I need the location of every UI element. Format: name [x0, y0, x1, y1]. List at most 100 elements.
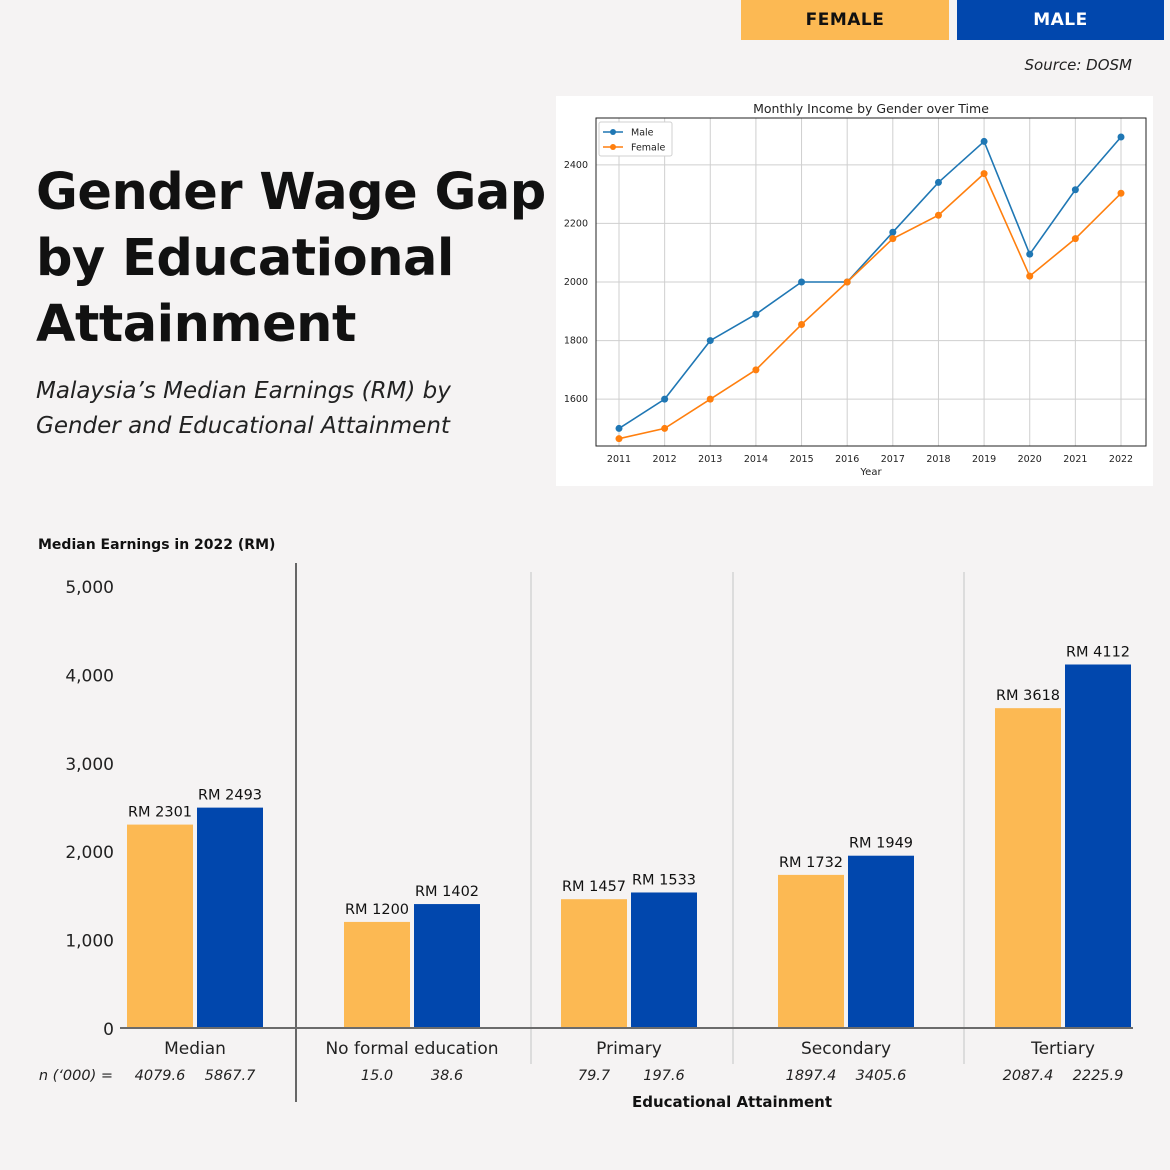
- inset-legend-marker: [610, 144, 616, 150]
- n-value-male: 197.6: [643, 1068, 685, 1084]
- inset-point-male: [706, 337, 714, 345]
- inset-point-male: [889, 228, 897, 236]
- source-note: Source: DOSM: [1024, 56, 1133, 74]
- main-y-tick-label: 1,000: [65, 932, 114, 952]
- inset-series-line-female: [618, 172, 1122, 440]
- bar-data-label: RM 1732: [779, 855, 843, 871]
- bar-data-label: RM 1402: [415, 884, 479, 900]
- inset-point-female: [1026, 272, 1034, 280]
- bar-data-label: RM 3618: [996, 688, 1060, 704]
- inset-x-tick-label: 2012: [653, 454, 677, 465]
- inset-point-male: [934, 178, 942, 186]
- inset-y-tick-label: 2200: [564, 218, 588, 229]
- inset-x-tick-label: 2016: [835, 454, 859, 465]
- bar-male: [1065, 664, 1131, 1028]
- n-value-female: 2087.4: [1003, 1068, 1054, 1084]
- inset-x-tick-label: 2015: [789, 454, 813, 465]
- bar-data-label: RM 1457: [562, 879, 626, 895]
- inset-x-tick-label: 2013: [698, 454, 722, 465]
- main-y-tick-label: 2,000: [65, 843, 114, 863]
- bar-data-label: RM 1200: [345, 902, 409, 918]
- inset-point-female: [615, 435, 623, 443]
- page-subtitle: Malaysia’s Median Earnings (RM) by Gende…: [36, 378, 451, 439]
- inset-point-male: [661, 395, 669, 403]
- inset-legend-marker: [610, 129, 616, 135]
- category-label: Secondary: [801, 1039, 891, 1059]
- inset-point-female: [706, 395, 714, 403]
- inset-point-female: [843, 278, 851, 286]
- bar-female: [344, 921, 410, 1028]
- n-value-male: 5867.7: [205, 1068, 257, 1084]
- n-value-female: 15.0: [361, 1068, 393, 1084]
- legend-female: FEMALE: [741, 0, 949, 40]
- inset-point-female: [798, 320, 806, 328]
- category-label: No formal education: [325, 1039, 498, 1059]
- category-label: Median: [164, 1039, 226, 1059]
- main-y-tick-label: 3,000: [65, 755, 114, 775]
- inset-point-female: [752, 366, 760, 374]
- inset-series-line-male: [618, 136, 1122, 430]
- bar-female: [995, 708, 1061, 1028]
- inset-x-tick-label: 2022: [1109, 454, 1133, 465]
- inset-point-male: [980, 137, 988, 145]
- bar-female: [561, 899, 627, 1028]
- inset-line-chart: Monthly Income by Gender over Time 1600 18…: [556, 96, 1153, 486]
- bar-data-label: RM 4112: [1066, 644, 1130, 660]
- category-label: Primary: [596, 1039, 662, 1059]
- inset-y-tick-label: 2400: [564, 160, 588, 171]
- inset-x-tick-label: 2018: [926, 454, 950, 465]
- bar-male: [414, 904, 480, 1028]
- bar-data-label: RM 1949: [849, 836, 913, 852]
- inset-y-tick-label: 2000: [564, 277, 588, 288]
- inset-point-male: [1117, 133, 1125, 141]
- inset-legend-label: Female: [631, 143, 666, 154]
- bar-male: [631, 892, 697, 1028]
- n-value-female: 1897.4: [786, 1068, 837, 1084]
- inset-x-tick-label: 2017: [881, 454, 905, 465]
- main-y-tick-label: 4,000: [65, 666, 114, 686]
- n-value-male: 2225.9: [1073, 1068, 1124, 1084]
- page-title: Gender Wage Gap by Educational Attainmen…: [36, 163, 546, 354]
- inset-legend-label: Male: [631, 128, 654, 139]
- inset-x-tick-label: 2019: [972, 454, 996, 465]
- inset-point-female: [934, 211, 942, 219]
- n-value-female: 79.7: [578, 1068, 611, 1084]
- inset-x-tick-label: 2020: [1018, 454, 1042, 465]
- inset-point-male: [1026, 250, 1034, 258]
- n-value-male: 3405.6: [856, 1068, 907, 1084]
- category-label: Tertiary: [1030, 1039, 1095, 1059]
- inset-x-tick-label: 2021: [1063, 454, 1087, 465]
- inset-chart-svg: Monthly Income by Gender over Time 1600 18…: [564, 101, 1147, 478]
- inset-point-female: [1117, 189, 1125, 197]
- bar-data-label: RM 2301: [128, 805, 192, 821]
- inset-point-male: [615, 424, 623, 432]
- inset-x-tick-label: 2014: [744, 454, 768, 465]
- main-y-tick-label: 0: [103, 1020, 114, 1040]
- inset-point-male: [798, 278, 806, 286]
- inset-point-male: [1071, 186, 1079, 194]
- bar-female: [127, 824, 193, 1028]
- legend-male: MALE: [957, 0, 1164, 40]
- bar-female: [778, 874, 844, 1028]
- main-x-axis-label: Educational Attainment: [632, 1093, 832, 1111]
- inset-x-axis-label: Year: [859, 467, 882, 478]
- n-row-label: n (‘000) =: [39, 1068, 113, 1084]
- inset-point-female: [980, 170, 988, 178]
- inset-point-female: [1071, 235, 1079, 243]
- main-y-tick-label: 5,000: [65, 578, 114, 598]
- bar-data-label: RM 2493: [198, 788, 262, 804]
- inset-plot-frame: [595, 117, 1147, 447]
- n-value-male: 38.6: [431, 1068, 463, 1084]
- inset-point-male: [752, 310, 760, 318]
- bar-data-label: RM 1533: [632, 872, 696, 888]
- bar-male: [197, 807, 263, 1028]
- inset-x-tick-label: 2011: [607, 454, 631, 465]
- inset-y-tick-label: 1600: [564, 394, 588, 405]
- n-value-female: 4079.6: [135, 1068, 186, 1084]
- inset-point-female: [889, 235, 897, 243]
- inset-chart-title: Monthly Income by Gender over Time: [753, 101, 989, 116]
- main-chart-y-axis-label: Median Earnings in 2022 (RM): [38, 537, 276, 553]
- inset-y-tick-label: 1800: [564, 336, 588, 347]
- bar-male: [848, 855, 914, 1028]
